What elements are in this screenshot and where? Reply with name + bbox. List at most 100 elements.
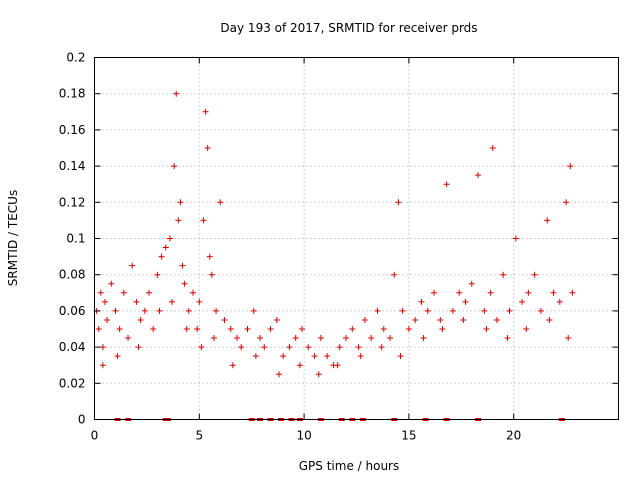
data-point (169, 298, 176, 305)
chart-title: Day 193 of 2017, SRMTID for receiver prd… (220, 21, 477, 35)
data-point (200, 217, 207, 224)
data-point (357, 353, 364, 360)
data-point (395, 199, 402, 206)
data-point (405, 326, 412, 332)
data-point (437, 316, 444, 323)
data-point (171, 163, 178, 170)
x-tick-label: 15 (401, 429, 416, 443)
data-point (257, 335, 264, 342)
data-point (275, 371, 282, 378)
y-axis-label: SRMTID / TECUs (6, 190, 20, 286)
data-point (125, 335, 132, 342)
data-point (99, 344, 106, 351)
data-point (129, 262, 136, 269)
plot-frame (94, 57, 619, 420)
data-point (500, 271, 507, 278)
data-point (420, 335, 427, 342)
data-point (374, 307, 381, 314)
data-point (334, 362, 341, 369)
y-tick-label: 0.08 (59, 268, 86, 282)
x-tick-label: 10 (296, 429, 311, 443)
data-point (519, 298, 526, 305)
data-point (198, 344, 205, 351)
data-point (531, 271, 538, 278)
data-point (150, 326, 157, 332)
data-point (252, 353, 259, 360)
data-point (173, 90, 180, 97)
data-point (489, 145, 496, 151)
data-point (261, 344, 268, 351)
data-point (166, 235, 173, 242)
data-point (292, 335, 299, 342)
data-point (565, 335, 572, 342)
data-point (145, 289, 152, 296)
data-point (234, 335, 241, 342)
data-point (397, 353, 404, 360)
data-point (162, 244, 169, 251)
x-tick-label: 20 (506, 429, 521, 443)
data-point (137, 316, 144, 323)
data-point (250, 307, 257, 314)
data-point (391, 271, 398, 278)
data-point (213, 307, 220, 314)
data-point (238, 344, 245, 351)
data-point (487, 289, 494, 296)
y-tick-label: 0.06 (59, 304, 86, 318)
data-point (190, 289, 197, 296)
data-point (104, 316, 111, 323)
data-point (493, 316, 500, 323)
data-point (273, 316, 280, 323)
data-point (546, 316, 553, 323)
data-point (181, 280, 188, 287)
data-point (177, 199, 184, 206)
data-point (483, 326, 490, 332)
y-tick-label: 0.16 (59, 123, 86, 137)
y-tick-label: 0.18 (59, 87, 86, 101)
data-point (280, 353, 287, 360)
data-point (439, 326, 446, 332)
data-point (227, 326, 234, 332)
y-tick-label: 0.12 (59, 195, 86, 209)
y-tick-label: 0 (78, 413, 86, 427)
data-point (204, 145, 211, 151)
data-point (229, 362, 236, 369)
data-point (512, 235, 519, 242)
data-point (299, 326, 306, 332)
data-point (154, 271, 161, 278)
data-point (179, 262, 186, 269)
data-point (244, 326, 251, 332)
y-tick-label: 0.1 (66, 232, 85, 246)
data-point (296, 362, 303, 369)
data-point (133, 298, 140, 305)
axis-ticks: 0 0.02 0.04 0.06 0.08 0.1 0.12 0.14 0.16 0.18 0.2 0… (59, 51, 619, 443)
data-point (183, 326, 190, 332)
data-point (99, 362, 106, 369)
data-point (221, 316, 228, 323)
data-point (114, 353, 121, 360)
x-tick-label: 0 (91, 429, 99, 443)
data-point (462, 298, 469, 305)
data-point (368, 335, 375, 342)
data-point (116, 326, 123, 332)
data-point (563, 199, 570, 206)
data-point (286, 344, 293, 351)
data-point (355, 344, 362, 351)
data-point (206, 253, 213, 260)
data-point (343, 335, 350, 342)
data-point (525, 289, 532, 296)
data-point (305, 344, 312, 351)
x-axis-label: GPS time / hours (299, 459, 400, 473)
data-point (399, 307, 406, 314)
data-point (412, 316, 419, 323)
data-point (217, 199, 224, 206)
data-point (537, 307, 544, 314)
data-point (378, 344, 385, 351)
data-point (141, 307, 148, 314)
data-point (443, 181, 450, 188)
data-point (387, 335, 394, 342)
data-point (361, 316, 368, 323)
data-point (431, 289, 438, 296)
data-point (120, 289, 127, 296)
data-point (194, 326, 201, 332)
